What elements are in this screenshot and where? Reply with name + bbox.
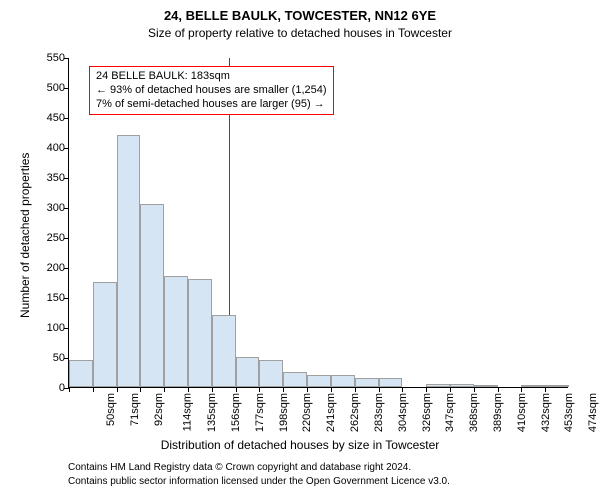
histogram-bar bbox=[69, 360, 93, 387]
x-tick-mark bbox=[545, 387, 546, 392]
gridline bbox=[69, 118, 568, 119]
histogram-bar bbox=[236, 357, 260, 387]
y-tick-label: 250 bbox=[47, 232, 69, 244]
histogram-bar bbox=[426, 384, 450, 387]
x-tick-label: 156sqm bbox=[230, 393, 242, 432]
histogram-bar bbox=[188, 279, 212, 387]
histogram-bar bbox=[521, 385, 545, 387]
footnote-line-2: Contains public sector information licen… bbox=[68, 476, 450, 487]
x-tick-mark bbox=[402, 387, 403, 392]
histogram-bar bbox=[212, 315, 236, 387]
y-tick-label: 200 bbox=[47, 262, 69, 274]
y-tick-label: 100 bbox=[47, 322, 69, 334]
x-tick-label: 71sqm bbox=[129, 393, 141, 426]
x-tick-mark bbox=[117, 387, 118, 392]
x-tick-label: 347sqm bbox=[444, 393, 456, 432]
x-tick-label: 304sqm bbox=[397, 393, 409, 432]
x-tick-mark bbox=[426, 387, 427, 392]
y-tick-label: 400 bbox=[47, 142, 69, 154]
y-tick-label: 0 bbox=[59, 382, 69, 394]
plot-area: 05010015020025030035040045050055050sqm71… bbox=[68, 58, 568, 388]
histogram-bar bbox=[93, 282, 117, 387]
gridline bbox=[69, 388, 568, 389]
x-tick-mark bbox=[140, 387, 141, 392]
annotation-line-3: 7% of semi-detached houses are larger (9… bbox=[96, 98, 327, 112]
y-tick-label: 350 bbox=[47, 172, 69, 184]
histogram-bar bbox=[283, 372, 307, 387]
histogram-bar bbox=[474, 385, 498, 387]
histogram-bar bbox=[450, 384, 474, 387]
histogram-bar bbox=[545, 385, 569, 387]
histogram-bar bbox=[140, 204, 164, 387]
histogram-bar bbox=[355, 378, 379, 387]
y-tick-label: 450 bbox=[47, 112, 69, 124]
x-tick-mark bbox=[188, 387, 189, 392]
x-tick-mark bbox=[93, 387, 94, 392]
x-tick-mark bbox=[283, 387, 284, 392]
footnote-line-1: Contains HM Land Registry data © Crown c… bbox=[68, 462, 411, 473]
y-tick-label: 500 bbox=[47, 82, 69, 94]
x-tick-label: 326sqm bbox=[421, 393, 433, 432]
chart-root: 24, BELLE BAULK, TOWCESTER, NN12 6YE Siz… bbox=[0, 0, 600, 500]
x-tick-mark bbox=[259, 387, 260, 392]
x-tick-label: 410sqm bbox=[516, 393, 528, 432]
y-tick-label: 550 bbox=[47, 52, 69, 64]
histogram-bar bbox=[379, 378, 403, 387]
y-tick-label: 300 bbox=[47, 202, 69, 214]
x-tick-label: 135sqm bbox=[206, 393, 218, 432]
x-tick-label: 283sqm bbox=[373, 393, 385, 432]
annotation-line-1: 24 BELLE BAULK: 183sqm bbox=[96, 70, 327, 84]
x-tick-label: 50sqm bbox=[105, 393, 117, 426]
x-tick-label: 389sqm bbox=[492, 393, 504, 432]
histogram-bar bbox=[259, 360, 283, 387]
gridline bbox=[69, 178, 568, 179]
x-tick-label: 474sqm bbox=[587, 393, 599, 432]
x-tick-mark bbox=[331, 387, 332, 392]
chart-title: 24, BELLE BAULK, TOWCESTER, NN12 6YE bbox=[0, 8, 600, 23]
x-tick-mark bbox=[69, 387, 70, 392]
x-tick-label: 432sqm bbox=[540, 393, 552, 432]
annotation-box: 24 BELLE BAULK: 183sqm ← 93% of detached… bbox=[89, 66, 334, 115]
y-tick-label: 50 bbox=[53, 352, 69, 364]
y-axis-label: Number of detached properties bbox=[18, 153, 32, 318]
gridline bbox=[69, 148, 568, 149]
histogram-bar bbox=[164, 276, 188, 387]
x-tick-mark bbox=[474, 387, 475, 392]
chart-subtitle: Size of property relative to detached ho… bbox=[0, 26, 600, 40]
x-tick-label: 368sqm bbox=[468, 393, 480, 432]
x-tick-label: 114sqm bbox=[182, 393, 194, 431]
histogram-bar bbox=[307, 375, 331, 387]
x-tick-mark bbox=[355, 387, 356, 392]
x-tick-mark bbox=[498, 387, 499, 392]
x-tick-label: 220sqm bbox=[302, 393, 314, 432]
x-tick-label: 177sqm bbox=[254, 393, 266, 432]
x-tick-mark bbox=[307, 387, 308, 392]
x-tick-label: 92sqm bbox=[153, 393, 165, 426]
gridline bbox=[69, 58, 568, 59]
x-tick-mark bbox=[212, 387, 213, 392]
annotation-line-2: ← 93% of detached houses are smaller (1,… bbox=[96, 84, 327, 98]
histogram-bar bbox=[331, 375, 355, 387]
x-tick-mark bbox=[379, 387, 380, 392]
y-tick-label: 150 bbox=[47, 292, 69, 304]
x-tick-label: 262sqm bbox=[349, 393, 361, 432]
x-tick-mark bbox=[521, 387, 522, 392]
histogram-bar bbox=[117, 135, 141, 387]
x-tick-label: 241sqm bbox=[325, 393, 337, 432]
x-tick-mark bbox=[450, 387, 451, 392]
x-tick-mark bbox=[236, 387, 237, 392]
x-tick-label: 453sqm bbox=[564, 393, 576, 432]
x-tick-label: 198sqm bbox=[278, 393, 290, 432]
x-tick-mark bbox=[164, 387, 165, 392]
x-axis-label: Distribution of detached houses by size … bbox=[0, 438, 600, 452]
